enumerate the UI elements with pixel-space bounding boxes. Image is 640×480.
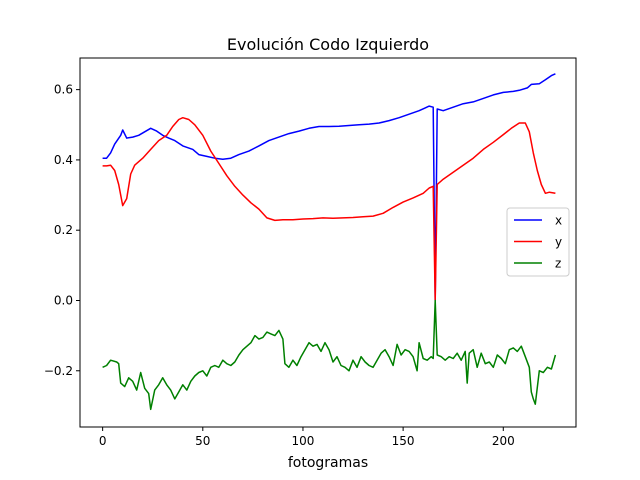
legend: xyz [506,207,570,277]
y-tick-label: −0.2 [44,364,73,378]
series-layer [102,73,557,411]
legend-label-y: y [555,235,562,249]
x-tick-label: 200 [492,434,515,448]
y-tick-label: 0.0 [54,293,73,307]
y-tick-label: 0.6 [54,83,73,97]
y-tick-label: 0.2 [54,223,73,237]
legend-label-z: z [555,257,561,271]
y-axis-ticks: −0.2 0.0 0.2 0.4 0.6 [44,83,80,378]
legend-label-x: x [555,214,562,228]
x-axis-label: fotogramas [288,455,368,471]
plot-area: 0 50 100 150 200 −0.2 0.0 0.2 0.4 0.6 [44,57,577,448]
chart-title: Evolución Codo Izquierdo [227,35,429,54]
x-axis-ticks: 0 50 100 150 200 [99,427,515,448]
series-line-z [102,299,557,411]
x-tick-label: 50 [195,434,210,448]
x-tick-label: 0 [99,434,107,448]
y-tick-label: 0.4 [54,153,73,167]
series-line-y [102,116,556,302]
axes-frame [79,57,577,428]
series-line-x [102,73,556,302]
x-tick-label: 100 [292,434,315,448]
x-tick-label: 150 [392,434,415,448]
